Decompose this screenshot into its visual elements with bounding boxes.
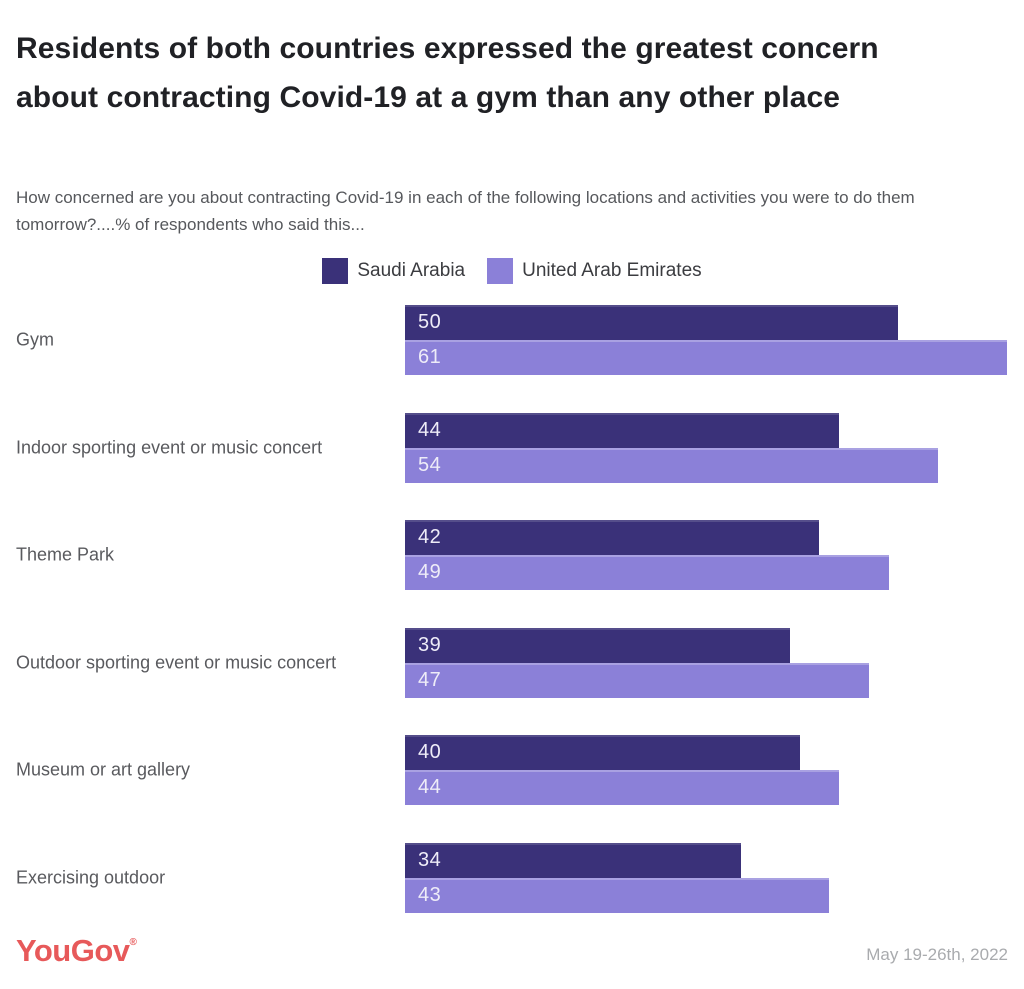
saudi-arabia-bar: 39 xyxy=(405,627,790,663)
bar-value-label: 44 xyxy=(418,776,442,798)
bar-value-label: 43 xyxy=(418,883,442,906)
chart-rows: Gym 50 61 Indoor sporting event or music… xyxy=(16,305,1008,913)
chart-row: Theme Park 42 49 xyxy=(16,520,1008,590)
registered-mark: ® xyxy=(129,937,137,948)
bar-value-label: 42 xyxy=(418,526,442,548)
bar-value-label: 54 xyxy=(418,453,442,476)
chart-title: Residents of both countries expressed th… xyxy=(16,32,879,114)
legend-label: Saudi Arabia xyxy=(357,260,466,281)
uae-bar: 43 xyxy=(405,877,830,913)
date-range: May 19-26th, 2022 xyxy=(866,945,1008,964)
bar-value-label: 39 xyxy=(418,633,442,656)
bar-pair: 40 44 xyxy=(405,735,1007,805)
chart-row: Indoor sporting event or music concert 4… xyxy=(16,412,1008,483)
category-label: Gym xyxy=(16,329,54,350)
bar-value-label: 49 xyxy=(418,561,442,583)
yougov-logo: YouGov® xyxy=(16,933,137,969)
saudi-arabia-bar: 42 xyxy=(405,520,820,555)
uae-bar: 61 xyxy=(405,340,1007,375)
bar-pair: 42 49 xyxy=(405,520,1007,590)
chart-row: Outdoor sporting event or music concert … xyxy=(16,627,1008,698)
bar-pair: 39 47 xyxy=(405,627,1007,698)
bar-value-label: 47 xyxy=(418,668,442,691)
bar-value-label: 34 xyxy=(418,848,442,871)
bar-value-label: 61 xyxy=(418,346,442,368)
legend-item-uae: United Arab Emirates xyxy=(487,258,702,284)
uae-bar: 49 xyxy=(405,555,889,590)
category-label: Exercising outdoor xyxy=(16,867,166,887)
legend: Saudi Arabia United Arab Emirates xyxy=(0,258,1024,284)
saudi-arabia-legend-swatch xyxy=(322,258,349,284)
category-label: Theme Park xyxy=(16,544,115,565)
bar-pair: 50 61 xyxy=(405,305,1007,375)
saudi-arabia-bar: 40 xyxy=(405,735,800,770)
bar-value-label: 50 xyxy=(418,311,442,333)
uae-legend-swatch xyxy=(487,258,514,284)
chart-row: Gym 50 61 xyxy=(16,305,1008,375)
saudi-arabia-bar: 50 xyxy=(405,305,899,340)
bar-pair: 34 43 xyxy=(405,842,1007,913)
legend-label: United Arab Emirates xyxy=(522,260,702,281)
bar-value-label: 40 xyxy=(418,741,442,763)
chart-row: Exercising outdoor 34 43 xyxy=(16,842,1008,913)
footer: YouGov® May 19-26th, 2022 xyxy=(16,933,1008,969)
category-label: Outdoor sporting event or music concert xyxy=(16,652,337,672)
uae-bar: 44 xyxy=(405,770,840,805)
legend-item-saudi-arabia: Saudi Arabia xyxy=(322,258,465,284)
uae-bar: 47 xyxy=(405,662,869,698)
bar-value-label: 44 xyxy=(418,418,442,441)
chart-row: Museum or art gallery 40 44 xyxy=(16,735,1008,805)
bar-pair: 44 54 xyxy=(405,412,1007,483)
saudi-arabia-bar: 34 xyxy=(405,842,741,878)
uae-bar: 54 xyxy=(405,447,938,483)
category-label: Indoor sporting event or music concert xyxy=(16,437,323,457)
yougov-logo-text: YouGov xyxy=(16,933,130,968)
chart-subtitle: How concerned are you about contracting … xyxy=(16,188,915,234)
saudi-arabia-bar: 44 xyxy=(405,412,840,448)
category-label: Museum or art gallery xyxy=(16,759,191,780)
